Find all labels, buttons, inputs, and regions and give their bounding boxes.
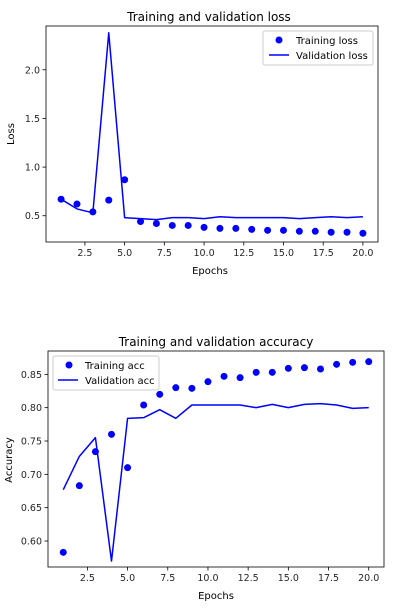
acc-training-point: [333, 360, 341, 368]
loss-xtick-label: 5.0: [117, 248, 132, 259]
loss-training-point: [152, 220, 160, 228]
acc-xtick-label: 12.5: [238, 573, 259, 584]
loss-legend-label-training: Training loss: [295, 36, 358, 47]
acc-xtick-label: 5.0: [120, 573, 135, 584]
acc-training-point: [365, 358, 373, 366]
loss-xtick-label: 10.0: [193, 248, 214, 259]
loss-xtick-label: 20.0: [352, 248, 373, 259]
acc-legend-label-validation: Validation acc: [85, 376, 155, 387]
loss-training-point: [105, 196, 113, 204]
loss-validation-line: [60, 32, 363, 221]
acc-training-point: [172, 384, 180, 392]
acc-ytick-label: 0.70: [21, 470, 42, 481]
acc-legend-box: [52, 355, 160, 391]
acc-training-point: [204, 378, 212, 386]
acc-legend-marker-training: [65, 361, 73, 369]
accuracy-chart-plot-area: [59, 358, 373, 562]
loss-chart-title: Training and validation loss: [126, 10, 291, 24]
accuracy-chart-title: Training and validation accuracy: [118, 335, 314, 349]
acc-ytick-label: 0.65: [21, 503, 42, 514]
loss-training-point: [295, 227, 303, 235]
loss-ytick-label: 1.5: [25, 114, 40, 125]
loss-chart-ylabel: Loss: [6, 123, 17, 145]
loss-training-point: [279, 226, 287, 234]
loss-training-point: [168, 221, 176, 229]
acc-xtick-label: 10.0: [197, 573, 218, 584]
loss-xtick-label: 15.0: [273, 248, 294, 259]
acc-training-point: [268, 368, 276, 376]
acc-xtick-label: 15.0: [278, 573, 299, 584]
acc-ytick-label: 0.60: [21, 537, 42, 548]
loss-training-point: [200, 223, 208, 231]
loss-xtick-label: 7.5: [157, 248, 172, 259]
accuracy-chart-legend: Training acc Validation acc: [52, 355, 160, 391]
loss-chart-legend: Training loss Validation loss: [262, 30, 374, 66]
loss-training-point: [121, 176, 129, 184]
loss-ytick-label: 1.0: [25, 163, 40, 174]
loss-chart-plot-area: [57, 32, 367, 237]
loss-training-point: [327, 228, 335, 236]
loss-xtick-label: 17.5: [313, 248, 334, 259]
acc-xtick-label: 20.0: [358, 573, 379, 584]
loss-training-point: [216, 224, 224, 232]
loss-training-point: [264, 226, 272, 234]
acc-training-point: [75, 482, 83, 490]
acc-xtick-label: 7.5: [160, 573, 175, 584]
loss-xtick-label: 12.5: [233, 248, 254, 259]
accuracy-chart-xlabel: Epochs: [198, 591, 234, 602]
acc-training-point: [236, 374, 244, 382]
acc-training-point: [59, 548, 67, 556]
acc-training-point: [188, 384, 196, 392]
loss-training-point: [73, 200, 81, 208]
accuracy-chart-ticks: 2.5 5.0 7.5 10.0 12.5 15.0 17.5 20.0 0.60 0.65 0.7…: [21, 370, 379, 584]
loss-training-point: [311, 227, 319, 235]
loss-ytick-label: 2.0: [25, 65, 40, 76]
loss-chart-ticks: 2.5 5.0 7.5 10.0 12.5 15.0 17.5 20.0 0.5 1.0 1.5 2.…: [25, 65, 374, 259]
loss-ytick-label: 0.5: [25, 211, 40, 222]
loss-legend-label-validation: Validation loss: [296, 51, 368, 62]
loss-training-point: [359, 229, 367, 237]
acc-validation-line: [62, 402, 369, 562]
acc-training-point: [108, 430, 116, 438]
acc-training-point: [252, 368, 260, 376]
loss-training-point: [184, 221, 192, 229]
loss-chart: Training and validation loss 2.5 5.0 7.5 10…: [6, 10, 379, 277]
acc-training-point: [220, 372, 228, 380]
loss-chart-xlabel: Epochs: [192, 266, 228, 277]
accuracy-chart-ylabel: Accuracy: [4, 437, 15, 483]
loss-training-point: [343, 228, 351, 236]
acc-training-point: [140, 401, 148, 409]
loss-legend-marker-training: [275, 36, 283, 44]
acc-legend-label-training: Training acc: [84, 361, 145, 372]
acc-training-point: [284, 364, 292, 372]
loss-training-point: [232, 224, 240, 232]
acc-training-point: [316, 365, 324, 373]
loss-training-point: [248, 225, 256, 233]
acc-ytick-label: 0.85: [21, 370, 42, 381]
loss-xtick-label: 2.5: [77, 248, 92, 259]
acc-training-point: [156, 390, 164, 398]
acc-xtick-label: 2.5: [80, 573, 95, 584]
acc-training-point: [349, 358, 357, 366]
loss-chart-axes-frame: [45, 25, 379, 243]
acc-training-point: [124, 464, 132, 472]
loss-legend-box: [262, 30, 374, 66]
accuracy-chart: Training and validation accuracy 2.5 5.0 7…: [4, 335, 385, 602]
loss-training-point: [137, 218, 145, 226]
acc-ytick-label: 0.80: [21, 403, 42, 414]
accuracy-chart-axes-frame: [47, 350, 385, 568]
acc-training-point: [300, 364, 308, 372]
acc-ytick-label: 0.75: [21, 437, 42, 448]
acc-xtick-label: 17.5: [318, 573, 339, 584]
